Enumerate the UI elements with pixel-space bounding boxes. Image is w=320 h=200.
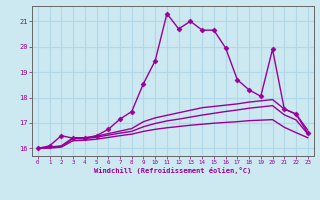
X-axis label: Windchill (Refroidissement éolien,°C): Windchill (Refroidissement éolien,°C) [94, 167, 252, 174]
